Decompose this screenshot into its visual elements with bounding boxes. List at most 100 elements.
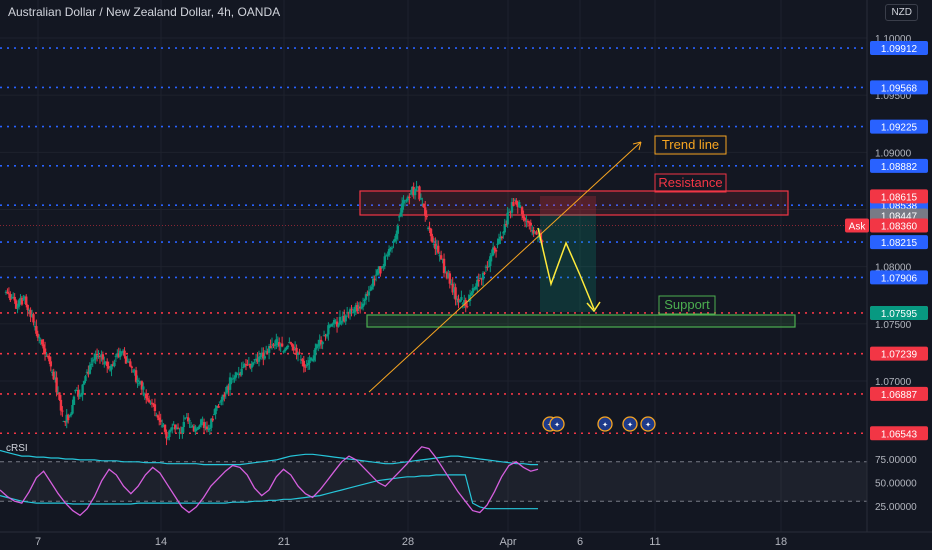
candle-body xyxy=(23,296,26,299)
time-tick-1: 14 xyxy=(155,536,167,548)
candle-body xyxy=(403,200,407,202)
currency-badge[interactable]: NZD xyxy=(885,4,918,21)
candle-body xyxy=(48,356,51,362)
trend-line xyxy=(368,141,642,393)
time-tick-2: 21 xyxy=(278,536,290,548)
candle-body xyxy=(259,355,262,357)
candle-body xyxy=(367,291,371,296)
candle-body xyxy=(42,344,45,349)
candle-body xyxy=(16,306,19,308)
candle-body xyxy=(295,347,298,356)
candle-body xyxy=(192,426,196,432)
candle-body xyxy=(46,355,50,357)
level-tag-3: 1.08882 xyxy=(881,162,918,173)
candle-body xyxy=(340,321,343,323)
candle-body xyxy=(413,189,417,196)
candle-body xyxy=(510,202,514,213)
time-tick-3: 28 xyxy=(402,536,414,548)
candle-body xyxy=(428,227,431,229)
candle-body xyxy=(59,399,63,411)
candle-body xyxy=(306,363,310,365)
candle-body xyxy=(82,381,86,385)
candle-body xyxy=(357,306,360,308)
candle-body xyxy=(43,348,47,355)
candle-body xyxy=(486,266,489,268)
projection-arrowhead xyxy=(586,301,601,313)
candle-body xyxy=(221,394,225,400)
candle-body xyxy=(136,379,139,382)
support-label-box xyxy=(658,295,716,315)
candle-body xyxy=(72,396,76,405)
candle-body xyxy=(36,333,40,338)
candle-body xyxy=(494,249,498,252)
candle-body xyxy=(535,231,538,235)
candle-body xyxy=(191,426,194,428)
candle-body xyxy=(87,371,90,374)
candle-body xyxy=(126,361,129,363)
candle-body xyxy=(71,404,74,414)
candle-body xyxy=(518,201,521,208)
price-tag-0: 1.08615 xyxy=(881,192,918,203)
candle-body xyxy=(408,196,411,199)
short-position-target xyxy=(540,214,596,312)
resistance-label-box xyxy=(654,173,727,193)
candle-body xyxy=(350,309,353,311)
candle-body xyxy=(437,245,440,253)
candle-body xyxy=(358,306,362,309)
candle-body xyxy=(104,361,107,363)
flag-star: ✦ xyxy=(554,421,560,429)
candle-body xyxy=(379,266,382,274)
candle-body xyxy=(262,352,265,359)
candle-body xyxy=(520,207,524,215)
candle-body xyxy=(282,351,285,353)
candle-body xyxy=(470,292,473,295)
candle-body xyxy=(84,376,87,382)
candle-body xyxy=(299,359,303,361)
candle-body xyxy=(176,427,180,429)
candle-body xyxy=(88,365,92,374)
candle-body xyxy=(189,426,193,428)
candle-body xyxy=(228,377,232,390)
candle-body xyxy=(439,255,443,260)
candle-body xyxy=(337,324,340,327)
candle-body xyxy=(476,279,479,287)
candle-body xyxy=(81,384,84,395)
candle-body xyxy=(165,431,168,439)
candle-body xyxy=(241,367,245,369)
candle-body xyxy=(513,200,517,202)
candle-body xyxy=(416,186,420,188)
nz-flag-icon: ✦ xyxy=(597,416,613,432)
level-tag-bg-6 xyxy=(870,270,928,285)
candle-body xyxy=(452,287,456,293)
candle-body xyxy=(503,224,506,233)
price-tick-0: 1.10000 xyxy=(875,34,912,45)
candle-body xyxy=(382,265,385,267)
candle-body xyxy=(444,272,447,274)
candle-body xyxy=(121,350,125,353)
candle-body xyxy=(477,279,480,282)
candle-body xyxy=(27,310,31,312)
candle-body xyxy=(275,339,278,346)
candle-body xyxy=(409,193,412,195)
candle-body xyxy=(149,402,152,404)
candle-body xyxy=(448,273,452,284)
candle-body xyxy=(496,243,499,245)
support-label: Support xyxy=(664,297,710,312)
candle-body xyxy=(173,424,177,430)
candle-body xyxy=(147,399,151,403)
crsi-tick-1: 50.00000 xyxy=(875,478,917,489)
flag-star: ✦ xyxy=(627,421,633,429)
candle-body xyxy=(49,361,53,367)
candle-body xyxy=(217,405,220,408)
candle-body xyxy=(55,377,58,393)
price-axis: 1.100001.095001.090001.085001.080001.075… xyxy=(845,0,932,550)
level-tag-2: 1.09225 xyxy=(881,123,918,134)
candle-body xyxy=(421,203,424,205)
candle-body xyxy=(286,345,290,348)
candle-body xyxy=(194,426,197,432)
candle-body xyxy=(468,294,472,301)
flag-circle xyxy=(622,416,638,432)
candle-body xyxy=(533,231,537,234)
